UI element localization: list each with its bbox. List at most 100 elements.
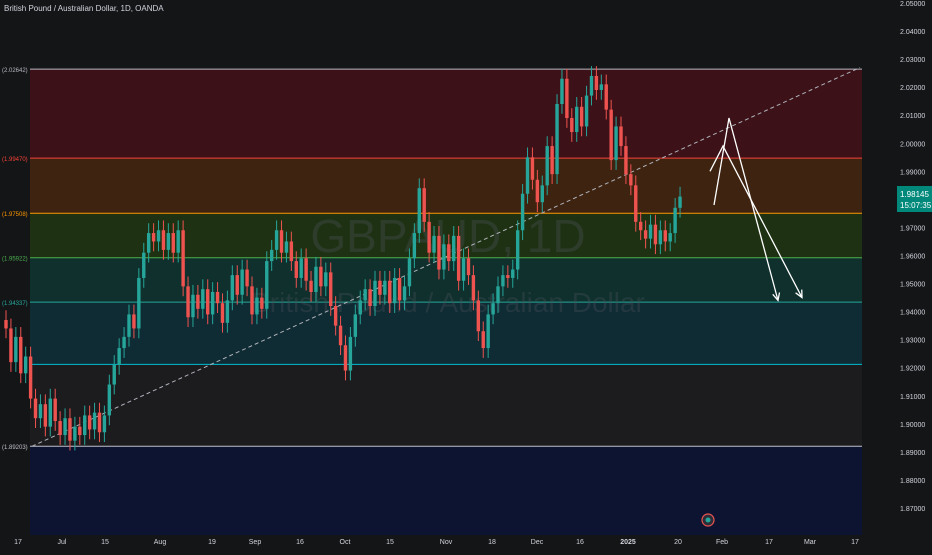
candle-body <box>412 233 417 259</box>
candle-body <box>38 404 43 419</box>
events-icon[interactable] <box>701 513 715 527</box>
candle-body <box>132 314 136 329</box>
price-tick-label: 2.05000 <box>900 1 925 8</box>
candle-body <box>570 118 574 133</box>
price-tick-label: 1.95000 <box>900 282 925 289</box>
candle-body <box>634 185 638 222</box>
fib-zone <box>30 69 862 159</box>
candle-body <box>437 235 441 270</box>
candle-body <box>235 275 239 295</box>
projection-arrow[interactable] <box>713 117 779 301</box>
price-tick-label: 1.90000 <box>900 422 925 429</box>
candle-body <box>648 224 653 239</box>
price-tick-label: 1.93000 <box>900 338 925 345</box>
candle-body <box>614 126 618 161</box>
candle-body <box>496 286 500 304</box>
candle-body <box>432 235 436 253</box>
trendline[interactable] <box>31 67 861 447</box>
candle-body <box>653 224 658 245</box>
candle-body <box>156 230 161 242</box>
candle-body <box>491 303 495 315</box>
candle-body <box>83 415 87 436</box>
candle-body <box>638 221 643 231</box>
time-tick-label: Sep <box>249 539 262 546</box>
projection-arrow-head <box>795 289 803 299</box>
candle-body <box>506 275 510 278</box>
candle-body <box>87 415 92 430</box>
candle-body <box>166 233 171 250</box>
candle-body <box>250 286 254 315</box>
projection-arrow[interactable] <box>709 144 803 298</box>
candle-body <box>579 106 584 127</box>
price-tick-label: 2.00000 <box>900 141 925 148</box>
candle-body <box>260 297 264 309</box>
candle-body <box>9 328 13 363</box>
candle-body <box>629 174 633 186</box>
candle-body <box>314 266 318 292</box>
price-tick-label: 2.02000 <box>900 85 925 92</box>
candle-body <box>309 280 313 292</box>
candle-body <box>33 398 38 419</box>
candle-body <box>225 300 230 323</box>
candle-body <box>417 188 421 234</box>
time-axis[interactable]: 17 Jul 15 Aug 19 Sep 16 Oct 15 Nov 18 Dec 16 2025 20 Fe… <box>0 535 932 550</box>
time-tick-label: Mar <box>804 539 817 546</box>
candle-body <box>388 280 392 304</box>
candle-body <box>643 230 648 239</box>
price-tick-label: 2.04000 <box>900 29 925 36</box>
candle-body <box>530 157 535 180</box>
projection-arrows[interactable] <box>709 117 803 302</box>
fib-level-label: (1.97508) <box>2 212 28 218</box>
candle-body <box>368 289 372 306</box>
candle-body <box>171 233 175 253</box>
candle-body <box>137 277 141 329</box>
candle-body <box>151 233 156 242</box>
candle-body <box>186 286 190 318</box>
time-tick-label: 17 <box>851 539 859 546</box>
candle-body <box>575 106 579 133</box>
candle-body <box>14 336 18 363</box>
time-tick-label: Dec <box>531 539 544 546</box>
candle-body <box>363 289 367 301</box>
fib-level-label: (1.95922) <box>2 257 28 263</box>
candle-body <box>240 269 244 295</box>
candle-body <box>540 185 544 203</box>
candle-body <box>663 230 667 242</box>
candle-body <box>329 272 333 306</box>
price-tick-label: 1.96000 <box>900 254 925 261</box>
candle-body <box>230 275 235 301</box>
candle-body <box>107 384 112 416</box>
candle-body <box>609 109 613 161</box>
candle-body <box>560 78 564 104</box>
fib-level-label: (2.02642) <box>2 68 28 74</box>
candle-body <box>146 233 151 253</box>
time-tick-label: Aug <box>154 539 167 546</box>
price-tick-label: 2.03000 <box>900 57 925 64</box>
time-tick-label: 20 <box>674 539 682 546</box>
candle-body <box>589 75 594 96</box>
countdown-text: 15:07:35 <box>900 201 932 210</box>
candle-body <box>102 415 107 433</box>
candle-body <box>594 75 599 90</box>
candle-body <box>78 426 82 436</box>
price-axis[interactable]: 2.05000 2.04000 2.03000 2.02000 2.01000 2.000… <box>862 0 932 550</box>
chart-title: British Pound / Australian Dollar, 1D, O… <box>4 4 164 13</box>
time-tick-label: 15 <box>386 539 394 546</box>
candle-body <box>23 356 28 374</box>
candle-body <box>471 275 476 301</box>
time-tick-label: 19 <box>208 539 216 546</box>
candle-body <box>279 230 284 253</box>
fib-zone <box>30 446 862 535</box>
fib-level-label: (1.94337) <box>2 301 28 307</box>
candle-body <box>604 84 608 110</box>
time-tick-label: 15 <box>101 539 109 546</box>
candle-body <box>501 275 505 287</box>
candle-body <box>304 258 308 281</box>
candle-body <box>476 300 481 332</box>
candle-body <box>584 95 589 127</box>
time-tick-label: Feb <box>716 539 728 546</box>
fib-level-label: (1.89203) <box>2 445 28 451</box>
time-tick-label: 16 <box>296 539 304 546</box>
